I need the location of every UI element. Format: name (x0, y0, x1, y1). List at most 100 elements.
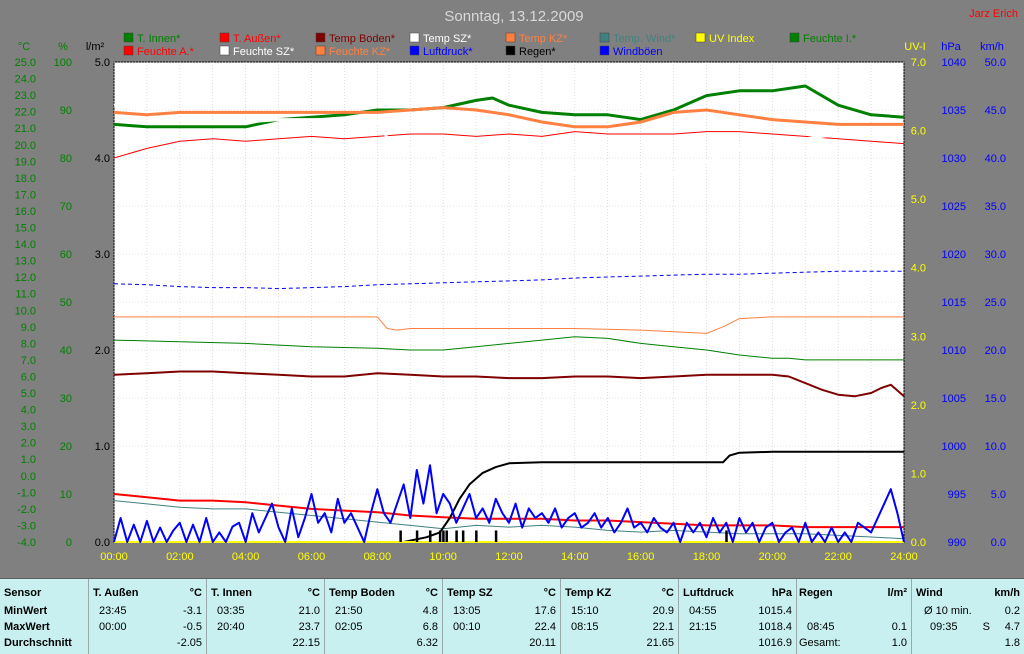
stats-col-temp-sz: Temp SZ °C 13:05 17.6 00:10 22.4 20.11 (443, 579, 561, 654)
axis-tick-rain: 1.0 (95, 441, 110, 453)
rain-bar (494, 530, 498, 542)
stat-avg: 6.32 (416, 637, 438, 649)
stats-col-name: Wind (916, 587, 943, 599)
stat-max: 22.4 (534, 621, 556, 633)
legend-swatch (599, 45, 610, 56)
rain-bar (429, 530, 432, 542)
axis-tick-temp: 5.0 (21, 388, 36, 400)
axis-tick-temp: 7.0 (21, 355, 36, 367)
stat-avg: -2.05 (176, 637, 202, 649)
stats-col-unit: °C (543, 587, 556, 599)
axis-label-pressure: hPa (941, 41, 961, 53)
stats-col-unit: °C (189, 587, 202, 599)
axis-tick-uv: 1.0 (911, 468, 926, 480)
axis-tick-pressure: 1030 (942, 153, 966, 165)
axis-label-humidity: % (58, 41, 68, 53)
stats-col-unit: °C (661, 587, 674, 599)
stat-max: 23.7 (298, 621, 320, 633)
legend-swatch (789, 32, 800, 43)
axis-tick-temp: 9.0 (21, 322, 36, 334)
stat-max-time: 08:15 (571, 621, 599, 633)
legend-swatch (123, 32, 134, 43)
stats-col-name: Temp SZ (447, 587, 493, 599)
axis-tick-pressure: 1005 (942, 393, 966, 405)
legend-label: T. Außen* (233, 33, 281, 45)
axis-tick-humidity: 90 (60, 105, 72, 117)
rain-bar (399, 530, 402, 542)
stat-max: 1018.4 (758, 621, 792, 633)
x-tick-label: 14:00 (561, 551, 589, 563)
rain-bar (475, 530, 478, 542)
stat-min-time: 15:10 (571, 605, 599, 617)
axis-tick-temp: 24.0 (15, 74, 36, 86)
series-feuchte-a (113, 131, 905, 159)
legend-label: Feuchte A.* (137, 46, 195, 58)
axis-tick-wind: 20.0 (985, 345, 1006, 357)
axis-tick-uv: 6.0 (911, 126, 926, 138)
rain-bar (461, 530, 465, 542)
axis-tick-wind: 35.0 (985, 201, 1006, 213)
axis-tick-pressure: 1010 (942, 345, 966, 357)
stat-min: 20.9 (652, 605, 674, 617)
axis-tick-humidity: 40 (60, 345, 72, 357)
stats-col-name: Temp Boden (329, 587, 395, 599)
axis-tick-rain: 0.0 (95, 537, 110, 549)
axis-tick-temp: 23.0 (15, 90, 36, 102)
legend-swatch (505, 32, 516, 43)
axis-tick-uv: 3.0 (911, 331, 926, 343)
axis-tick-pressure: 1035 (942, 105, 966, 117)
stats-panel: Sensor MinWert MaxWert Durchschnitt T. A… (0, 578, 1024, 654)
x-tick-label: 00:00 (100, 551, 128, 563)
stats-col-unit: km/h (994, 587, 1020, 599)
rain-bar (455, 530, 458, 542)
stats-row-labels: Sensor MinWert MaxWert Durchschnitt (0, 579, 89, 654)
stat-max: -0.5 (183, 621, 202, 633)
stat-min-time: 23:45 (99, 605, 127, 617)
legend-label: Temp SZ* (423, 33, 472, 45)
axis-tick-rain: 2.0 (95, 345, 110, 357)
rain-total: 1.0 (891, 637, 907, 649)
stats-col-name: Regen (799, 587, 833, 599)
axis-tick-temp: 20.0 (15, 140, 36, 152)
legend-swatch (219, 45, 230, 56)
legend-swatch (505, 45, 516, 56)
legend-label: UV Index (709, 33, 755, 45)
x-tick-label: 04:00 (232, 551, 260, 563)
axis-label-rain: l/m² (86, 41, 105, 53)
axis-tick-temp: 0.0 (21, 471, 36, 483)
axis-tick-rain: 5.0 (95, 57, 110, 69)
x-tick-label: 20:00 (759, 551, 787, 563)
stat-min: 17.6 (534, 605, 556, 617)
x-tick-label: 22:00 (824, 551, 852, 563)
rain-total-label: Gesamt: (799, 637, 841, 649)
axis-tick-temp: 18.0 (15, 173, 36, 185)
series-feuchte-i (113, 84, 905, 129)
stat-max: 6.8 (422, 621, 438, 633)
stats-col-temp-kz: Temp KZ °C 15:10 20.9 08:15 22.1 21.65 (561, 579, 679, 654)
legend-label: Regen* (519, 46, 556, 58)
axis-label-wind: km/h (980, 41, 1004, 53)
rain-bar (415, 530, 419, 542)
axis-tick-humidity: 50 (60, 297, 72, 309)
wind-max: 4.7 (1004, 621, 1020, 633)
wind-max-dir: S (982, 621, 990, 633)
axis-tick-humidity: 10 (60, 489, 72, 501)
axis-tick-uv: 5.0 (911, 194, 926, 206)
stat-max: 22.1 (652, 621, 674, 633)
axis-tick-temp: -4.0 (17, 537, 36, 549)
rain-bar (445, 530, 448, 542)
legend-swatch (219, 32, 230, 43)
x-tick-label: 18:00 (693, 551, 721, 563)
series-windb-en (113, 464, 905, 543)
legend-label: Windböen (613, 46, 663, 58)
axis-tick-temp: 8.0 (21, 338, 36, 350)
stat-max-time: 00:10 (453, 621, 481, 633)
axis-tick-temp: 6.0 (21, 371, 36, 383)
axis-tick-uv: 4.0 (911, 263, 926, 275)
axis-tick-wind: 45.0 (985, 105, 1006, 117)
stats-col-t-innen: T. Innen °C 03:35 21.0 20:40 23.7 22.15 (207, 579, 325, 654)
axis-tick-wind: 30.0 (985, 249, 1006, 261)
axis-tick-pressure: 990 (948, 537, 966, 549)
axis-tick-temp: 21.0 (15, 123, 36, 135)
axis-tick-temp: 1.0 (21, 454, 36, 466)
